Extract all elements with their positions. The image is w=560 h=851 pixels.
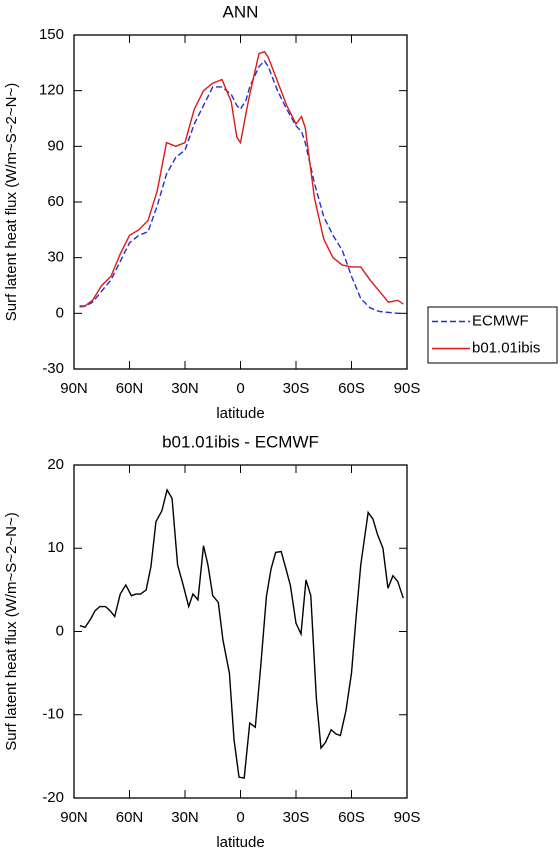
y-tick-label: 0 — [56, 304, 64, 321]
y-tick-label: 150 — [39, 26, 64, 43]
x-tick-label: 0 — [236, 809, 244, 826]
legend-label: ECMWF — [472, 312, 529, 329]
x-axis-label: latitude — [216, 405, 264, 422]
y-tick-label: -10 — [42, 706, 64, 723]
x-tick-label: 60S — [338, 809, 365, 826]
y-tick-label: 30 — [47, 249, 64, 266]
y-tick-label: 60 — [47, 193, 64, 210]
y-axis-label: Surf latent heat flux (W/m~S~2~N~) — [3, 512, 20, 750]
x-tick-label: 90S — [394, 380, 421, 397]
data-line — [79, 59, 404, 315]
y-tick-label: 20 — [47, 456, 64, 473]
legend-label: b01.01ibis — [472, 339, 540, 356]
x-tick-label: 90N — [60, 380, 88, 397]
y-tick-label: 0 — [56, 622, 64, 639]
x-tick-label: 30N — [171, 380, 199, 397]
plot-frame — [73, 464, 408, 799]
y-tick-label: 120 — [39, 82, 64, 99]
chart-title: b01.01ibis - ECMWF — [162, 432, 319, 451]
x-tick-label: 30N — [171, 809, 199, 826]
x-tick-label: 90N — [60, 809, 88, 826]
x-tick-label: 30S — [283, 380, 310, 397]
x-axis-label: latitude — [216, 834, 264, 851]
legend-box — [427, 306, 558, 364]
x-tick-label: 30S — [283, 809, 310, 826]
y-tick-label: 90 — [47, 137, 64, 154]
x-tick-label: 60N — [116, 380, 144, 397]
y-tick-label: 10 — [47, 539, 64, 556]
y-tick-label: -30 — [42, 360, 64, 377]
x-tick-label: 0 — [236, 380, 244, 397]
y-tick-label: -20 — [42, 789, 64, 806]
x-tick-label: 60N — [116, 809, 144, 826]
data-line — [79, 50, 404, 307]
chart-title: ANN — [223, 2, 259, 21]
data-line — [79, 488, 404, 779]
x-tick-label: 60S — [338, 380, 365, 397]
plot-frame — [73, 34, 408, 370]
y-axis-label: Surf latent heat flux (W/m~S~2~N~) — [3, 83, 20, 321]
x-tick-label: 90S — [394, 809, 421, 826]
